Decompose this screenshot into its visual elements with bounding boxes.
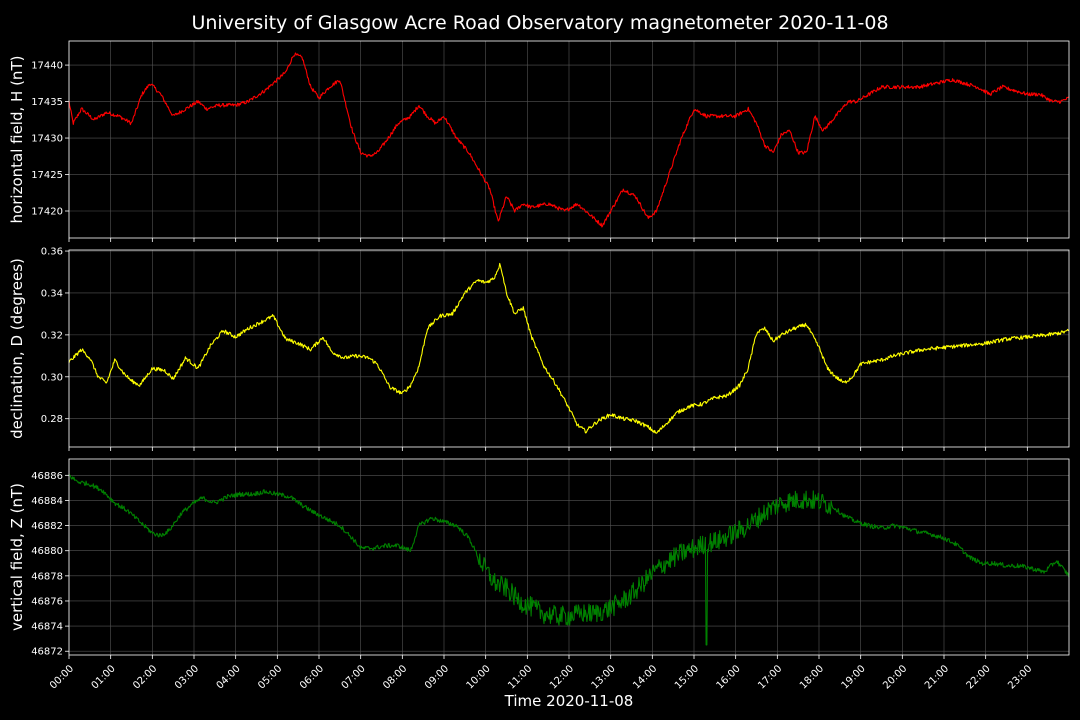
x-tick-label: 22:00 bbox=[965, 663, 993, 691]
plot-frame bbox=[68, 458, 1070, 656]
x-tick-label: 00:00 bbox=[48, 663, 76, 691]
y-tick-label: 17420 bbox=[31, 207, 63, 218]
y-tick-label: 0.32 bbox=[41, 330, 63, 341]
x-tick-label: 14:00 bbox=[631, 663, 659, 691]
y-tick-label: 46874 bbox=[31, 622, 63, 633]
y-tick-label: 46872 bbox=[31, 647, 63, 658]
panel-1: 17420 17425 17430 17435 17440 horizontal fiel… bbox=[8, 40, 1070, 242]
x-tick-label: 15:00 bbox=[673, 663, 701, 691]
panel-2: 0.28 0.30 0.32 0.34 0.36 declination, D (degr… bbox=[8, 247, 1070, 451]
x-tick-label: 18:00 bbox=[798, 663, 826, 691]
x-tick-label: 17:00 bbox=[756, 663, 784, 691]
y-tick-label: 46882 bbox=[31, 521, 63, 532]
series-line-3 bbox=[68, 474, 1070, 646]
y-tick-label: 0.36 bbox=[41, 247, 63, 258]
x-tick-label: 10:00 bbox=[465, 663, 493, 691]
y-tick-label: 17440 bbox=[31, 61, 63, 72]
x-tick-label: 13:00 bbox=[590, 663, 618, 691]
x-tick-label: 04:00 bbox=[215, 663, 243, 691]
panel-3: 46872 46874 46876 46878 46880 46882 46884 46886… bbox=[8, 458, 1070, 659]
y-tick-label: 17435 bbox=[31, 97, 63, 108]
x-tick-label: 08:00 bbox=[381, 663, 409, 691]
x-tick-label: 23:00 bbox=[1006, 663, 1034, 691]
x-tick-label: 09:00 bbox=[423, 663, 451, 691]
x-tick-label: 20:00 bbox=[881, 663, 909, 691]
x-tick-label: 01:00 bbox=[90, 663, 118, 691]
x-axis-label: Time 2020-11-08 bbox=[504, 692, 634, 710]
plot-frame bbox=[68, 249, 1070, 448]
y-tick-label: 46880 bbox=[31, 546, 63, 557]
y-tick-label: 46876 bbox=[31, 596, 63, 607]
x-tick-label: 05:00 bbox=[256, 663, 284, 691]
series-line-1 bbox=[68, 52, 1070, 228]
y-axis-label: declination, D (degrees) bbox=[8, 258, 26, 439]
y-tick-label: 17430 bbox=[31, 134, 63, 145]
y-tick-label: 46884 bbox=[31, 496, 63, 507]
x-tick-label: 03:00 bbox=[173, 663, 201, 691]
y-tick-label: 0.28 bbox=[41, 414, 63, 425]
x-tick-label: 16:00 bbox=[715, 663, 743, 691]
x-tick-label: 02:00 bbox=[131, 663, 159, 691]
x-tick-label: 12:00 bbox=[548, 663, 576, 691]
x-tick-label: 06:00 bbox=[298, 663, 326, 691]
x-tick-label: 21:00 bbox=[923, 663, 951, 691]
y-axis-label: vertical field, Z (nT) bbox=[8, 483, 26, 631]
y-tick-label: 46878 bbox=[31, 571, 63, 582]
y-tick-label: 0.34 bbox=[41, 288, 63, 299]
series-line-2 bbox=[68, 262, 1070, 434]
x-tick-label: 11:00 bbox=[506, 663, 534, 691]
x-tick-label: 19:00 bbox=[840, 663, 868, 691]
plot-frame bbox=[68, 40, 1070, 239]
y-axis-label: horizontal field, H (nT) bbox=[8, 56, 26, 224]
y-tick-label: 46886 bbox=[31, 471, 63, 482]
x-tick-label: 07:00 bbox=[340, 663, 368, 691]
chart-title: University of Glasgow Acre Road Observat… bbox=[191, 12, 888, 34]
y-tick-label: 0.30 bbox=[41, 372, 63, 383]
y-tick-label: 17425 bbox=[31, 170, 63, 181]
